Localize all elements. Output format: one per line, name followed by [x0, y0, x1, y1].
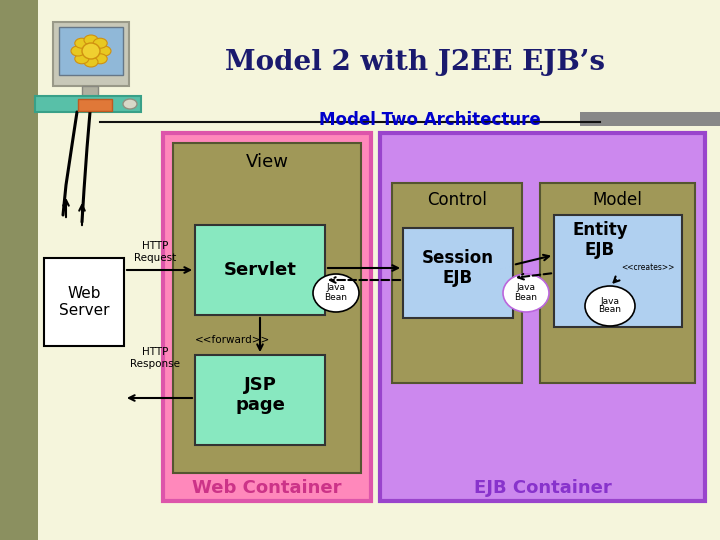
Ellipse shape [93, 54, 107, 64]
Text: Session
EJB: Session EJB [422, 248, 494, 287]
Bar [580, 112, 720, 126]
Ellipse shape [93, 38, 107, 48]
Ellipse shape [71, 46, 85, 56]
Bar [195, 355, 325, 445]
Text: Web
Server: Web Server [59, 286, 109, 318]
Bar [59, 27, 123, 75]
Text: Model 2 with J2EE EJB’s: Model 2 with J2EE EJB’s [225, 49, 605, 76]
Ellipse shape [97, 46, 111, 56]
Text: Bean: Bean [325, 294, 348, 302]
Bar [82, 86, 98, 96]
Bar [163, 133, 371, 501]
Text: Model: Model [592, 191, 642, 209]
Bar [53, 22, 129, 86]
Text: Java: Java [516, 284, 536, 293]
Ellipse shape [585, 286, 635, 326]
Bar [403, 228, 513, 318]
Ellipse shape [123, 99, 137, 109]
Text: View: View [246, 153, 289, 171]
Ellipse shape [82, 43, 100, 59]
Bar [78, 99, 112, 111]
Text: Bean: Bean [598, 306, 621, 314]
Text: <<creates>>: <<creates>> [621, 264, 675, 273]
Bar [35, 96, 141, 112]
Text: HTTP
Response: HTTP Response [130, 347, 180, 369]
Text: Entity
EJB: Entity EJB [572, 221, 628, 259]
Bar [195, 225, 325, 315]
Text: HTTP
Request: HTTP Request [134, 241, 176, 263]
Text: Bean: Bean [515, 294, 538, 302]
Ellipse shape [84, 35, 98, 45]
Text: Java: Java [326, 284, 346, 293]
Text: <<forward>>: <<forward>> [194, 335, 269, 345]
Bar [0, 0, 38, 540]
Text: Java: Java [600, 296, 619, 306]
Ellipse shape [84, 57, 98, 67]
Ellipse shape [75, 54, 89, 64]
Text: Model Two Architecture: Model Two Architecture [319, 111, 541, 129]
Bar [380, 133, 705, 501]
Text: JSP
page: JSP page [235, 376, 285, 414]
Bar [44, 258, 124, 346]
Ellipse shape [75, 38, 89, 48]
Bar [173, 143, 361, 473]
Text: Control: Control [427, 191, 487, 209]
Text: Web Container: Web Container [192, 479, 342, 497]
Text: EJB Container: EJB Container [474, 479, 612, 497]
Ellipse shape [313, 274, 359, 312]
Ellipse shape [503, 274, 549, 312]
Bar [392, 183, 522, 383]
Text: Servlet: Servlet [224, 261, 297, 279]
Bar [554, 215, 682, 327]
Bar [540, 183, 695, 383]
